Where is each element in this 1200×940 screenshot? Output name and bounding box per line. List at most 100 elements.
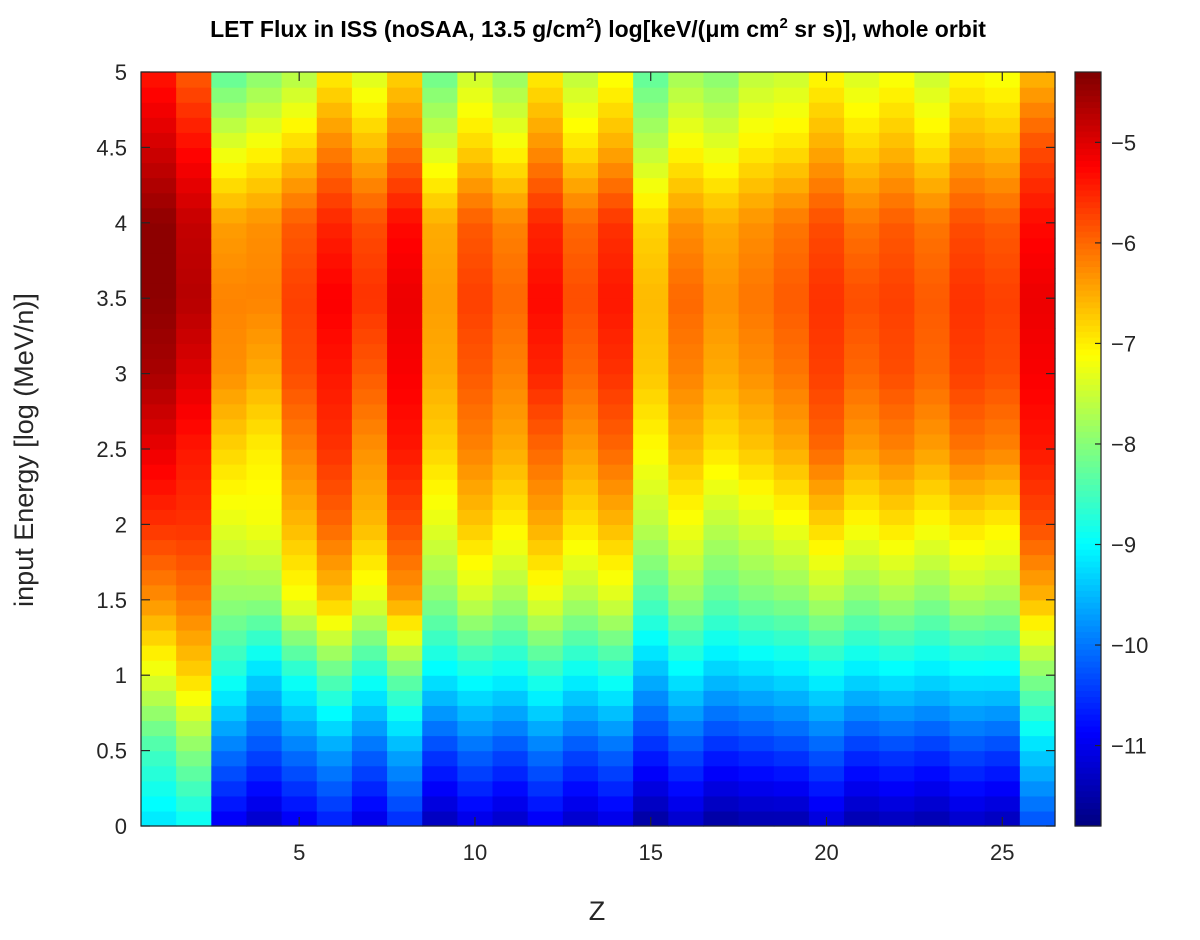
colorbar-segment — [1075, 584, 1101, 591]
heatmap-cell — [773, 735, 810, 752]
heatmap-cell — [844, 313, 880, 329]
y-tick-label: 4.5 — [96, 135, 127, 160]
heatmap-cell — [387, 72, 423, 88]
heatmap-cell — [773, 464, 810, 480]
heatmap-cell — [598, 388, 634, 405]
colorbar-segment — [1075, 472, 1101, 480]
heatmap-cell — [633, 102, 669, 118]
heatmap-cell — [984, 735, 1021, 752]
heatmap-cell — [211, 795, 248, 812]
colorbar-segment — [1075, 460, 1101, 468]
heatmap-cell — [176, 162, 212, 179]
heatmap-cell — [246, 810, 283, 827]
heatmap-cell — [351, 780, 388, 797]
heatmap-cell — [949, 479, 986, 495]
heatmap-cell — [598, 313, 634, 329]
heatmap-cell — [492, 222, 529, 239]
heatmap-cell — [914, 509, 951, 525]
heatmap-cell — [879, 358, 915, 375]
heatmap-cell — [246, 207, 283, 224]
heatmap-cell — [598, 690, 634, 706]
heatmap-cell — [211, 675, 248, 691]
heatmap-cell — [211, 102, 248, 118]
heatmap-cell — [211, 780, 248, 797]
heatmap-cell — [211, 449, 248, 465]
heatmap-cell — [387, 252, 423, 269]
colorbar-segment — [1075, 531, 1101, 538]
heatmap-cell — [703, 207, 740, 224]
heatmap-cell — [281, 87, 318, 103]
heatmap-cell — [984, 599, 1021, 616]
heatmap-cell — [562, 660, 599, 676]
heatmap-cell — [738, 584, 775, 601]
heatmap-cell — [211, 388, 248, 405]
heatmap-cell — [527, 629, 564, 646]
heatmap-cell — [527, 735, 564, 752]
heatmap-cell — [211, 403, 248, 420]
heatmap-cell — [703, 388, 740, 405]
colorbar-segment — [1075, 749, 1101, 756]
heatmap-cell — [387, 599, 423, 616]
heatmap-cell — [141, 494, 177, 510]
heatmap-cell — [246, 268, 283, 284]
heatmap-cell — [773, 192, 810, 209]
heatmap-cell — [1019, 102, 1056, 118]
heatmap-cell — [949, 765, 986, 782]
colorbar-segment — [1075, 755, 1101, 762]
heatmap-cell — [351, 117, 388, 133]
heatmap-cell — [1019, 449, 1056, 465]
heatmap-cell — [844, 645, 880, 661]
heatmap-cell — [668, 313, 705, 329]
heatmap-cell — [527, 780, 564, 797]
heatmap-cell — [351, 147, 388, 164]
colorbar-segment — [1075, 301, 1101, 309]
heatmap-cell — [351, 464, 388, 480]
colorbar-segment — [1075, 513, 1101, 521]
heatmap-cell — [633, 720, 669, 737]
y-tick-label: 2 — [115, 512, 127, 537]
heatmap-cell — [1019, 433, 1056, 450]
colorbar-segment — [1075, 725, 1101, 733]
heatmap-cell — [492, 313, 529, 329]
heatmap-cell — [914, 720, 951, 737]
heatmap-cell — [773, 690, 810, 706]
heatmap-cell — [562, 328, 599, 345]
colorbar-segment — [1075, 366, 1101, 374]
heatmap-cell — [808, 494, 845, 510]
heatmap-cell — [984, 343, 1021, 360]
heatmap-cell — [668, 252, 705, 269]
colorbar-segment — [1075, 619, 1101, 627]
heatmap-cell — [844, 675, 880, 691]
heatmap-cell — [176, 750, 212, 767]
heatmap-cell — [633, 252, 669, 269]
heatmap-cell — [808, 690, 845, 706]
heatmap-cell — [773, 629, 810, 646]
heatmap-cell — [738, 690, 775, 706]
heatmap-cell — [527, 237, 564, 254]
heatmap-cell — [844, 449, 880, 465]
heatmap-cell — [703, 433, 740, 450]
heatmap-cell — [387, 705, 423, 722]
colorbar-segment — [1075, 543, 1101, 550]
heatmap-cell — [598, 328, 634, 345]
heatmap-cell — [914, 629, 951, 646]
heatmap-cell — [668, 388, 705, 405]
heatmap-cell — [422, 343, 458, 360]
heatmap-cell — [141, 418, 177, 435]
x-tick-label: 20 — [814, 840, 838, 865]
heatmap-cell — [1019, 494, 1056, 510]
heatmap-cell — [562, 87, 599, 103]
heatmap-cell — [351, 599, 388, 616]
heatmap-cell — [422, 539, 458, 556]
heatmap-cell — [176, 328, 212, 345]
heatmap-cell — [281, 298, 318, 314]
heatmap-cell — [176, 147, 212, 164]
heatmap-cell — [1019, 705, 1056, 722]
heatmap-cell — [176, 690, 212, 706]
heatmap-cell — [351, 750, 388, 767]
heatmap-cell — [176, 72, 212, 88]
heatmap-cell — [316, 720, 353, 737]
colorbar-segment — [1075, 820, 1101, 827]
heatmap-cell — [141, 690, 177, 706]
heatmap-cell — [387, 690, 423, 706]
